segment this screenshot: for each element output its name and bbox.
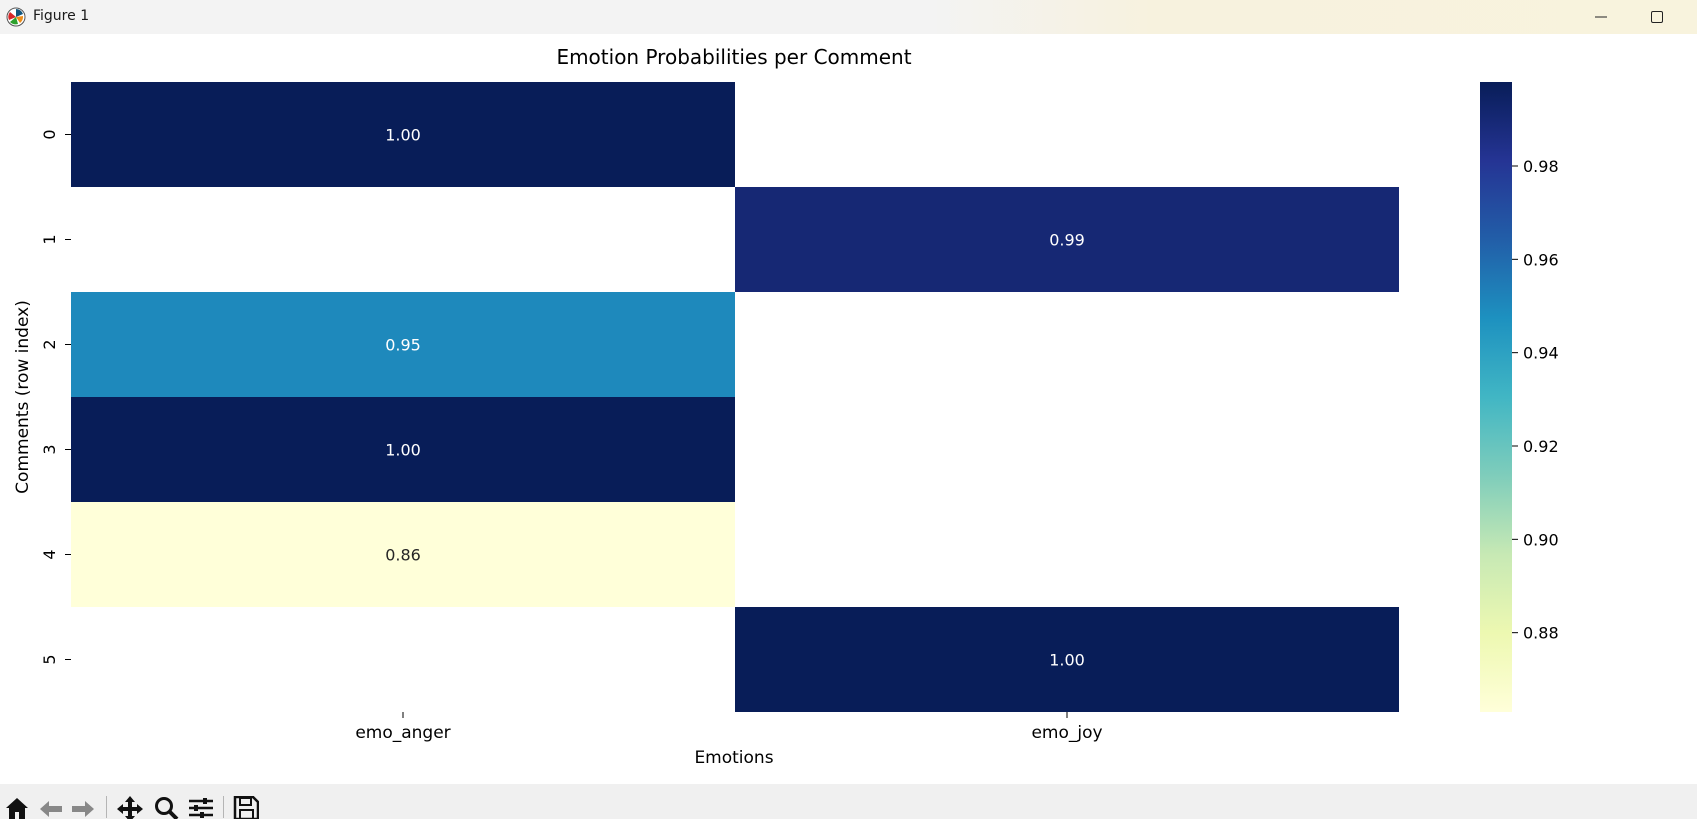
zoom-button[interactable] [154, 796, 180, 819]
y-tick-label: 5 [40, 654, 59, 664]
heatmap-cell [71, 292, 735, 397]
toolbar-separator [106, 796, 107, 818]
back-icon [40, 801, 62, 817]
heatmap-cell [71, 82, 735, 187]
configure-button[interactable] [188, 796, 214, 819]
x-axis: emo_anger emo_joy [355, 712, 1103, 743]
y-axis: 0 1 2 3 4 5 [40, 129, 71, 665]
minimize-icon [1595, 16, 1607, 18]
x-tick-label: emo_anger [355, 723, 450, 743]
forward-icon [72, 801, 94, 817]
y-tick-label: 1 [40, 234, 59, 244]
colorbar-tick-label: 0.92 [1523, 437, 1559, 456]
configure-icon [189, 798, 213, 818]
y-axis-label: Comments (row index) [13, 300, 33, 494]
forward-button[interactable] [70, 796, 96, 819]
navigation-toolbar [0, 784, 1697, 819]
colorbar-tick-label: 0.98 [1523, 157, 1559, 176]
save-icon [233, 796, 259, 819]
pan-icon [117, 796, 143, 819]
toolbar-separator [223, 796, 224, 818]
heatmap-cell [735, 187, 1399, 292]
heatmap-chart: Emotion Probabilities per Comment 1.00 0.… [13, 45, 1559, 768]
y-tick-label: 0 [40, 129, 59, 139]
heatmap-cell [71, 397, 735, 502]
title-bar: Figure 1 [0, 0, 1697, 34]
maximize-button[interactable] [1634, 0, 1680, 34]
minimize-button[interactable] [1578, 0, 1624, 34]
maximize-icon [1651, 11, 1663, 23]
home-icon [6, 798, 28, 819]
x-axis-label: Emotions [694, 748, 773, 768]
home-button[interactable] [4, 796, 30, 819]
colorbar-tick-label: 0.94 [1523, 344, 1559, 363]
matplotlib-logo-icon [6, 7, 26, 27]
save-button[interactable] [233, 796, 259, 819]
colorbar [1480, 82, 1512, 712]
colorbar-tick-label: 0.88 [1523, 624, 1559, 643]
back-button[interactable] [38, 796, 64, 819]
cell-value-label: 1.00 [385, 126, 421, 145]
x-tick-label: emo_joy [1031, 723, 1102, 743]
y-tick-label: 2 [40, 339, 59, 349]
cell-value-label: 1.00 [385, 441, 421, 460]
y-tick-label: 4 [40, 549, 59, 559]
colorbar-tick-label: 0.96 [1523, 250, 1559, 269]
zoom-icon [155, 797, 179, 819]
cell-value-label: 0.95 [385, 336, 421, 355]
heatmap-cell [71, 502, 735, 607]
pan-button[interactable] [117, 796, 143, 819]
window-title: Figure 1 [33, 8, 90, 24]
colorbar-axis: 0.88 0.90 0.92 0.94 0.96 0.98 [1512, 157, 1559, 643]
cell-value-label: 0.86 [385, 546, 421, 565]
heatmap-cell [735, 607, 1399, 712]
chart-title: Emotion Probabilities per Comment [556, 45, 911, 69]
cell-value-label: 0.99 [1049, 231, 1085, 250]
colorbar-tick-label: 0.90 [1523, 530, 1559, 549]
heatmap-cells: 1.00 0.99 0.95 1.00 0.86 1.00 [71, 82, 1399, 712]
cell-value-label: 1.00 [1049, 651, 1085, 670]
y-tick-label: 3 [40, 444, 59, 454]
